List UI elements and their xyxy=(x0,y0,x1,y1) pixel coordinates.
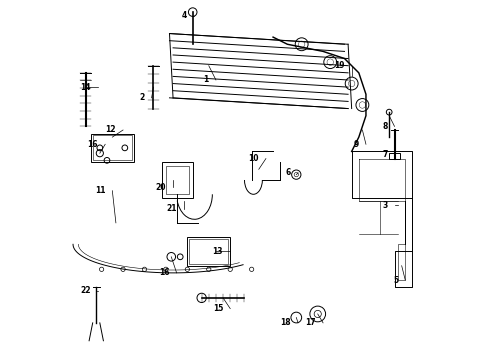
Bar xyxy=(93,135,132,160)
Bar xyxy=(187,237,230,266)
Text: 22: 22 xyxy=(80,286,91,295)
Text: 15: 15 xyxy=(212,304,223,313)
Text: 12: 12 xyxy=(105,126,116,135)
Text: 6: 6 xyxy=(285,168,290,177)
Text: 10: 10 xyxy=(248,154,258,163)
Text: 16: 16 xyxy=(159,268,169,277)
Circle shape xyxy=(309,306,325,322)
Text: 20: 20 xyxy=(155,183,165,192)
Text: 18: 18 xyxy=(280,318,290,327)
Text: 14: 14 xyxy=(80,83,91,92)
Text: 9: 9 xyxy=(353,140,358,149)
Text: 17: 17 xyxy=(305,318,315,327)
Text: 13: 13 xyxy=(212,247,223,256)
Circle shape xyxy=(290,312,301,323)
Bar xyxy=(91,134,134,162)
Text: 21: 21 xyxy=(166,204,176,213)
Text: 3: 3 xyxy=(381,201,386,210)
Text: 4: 4 xyxy=(182,11,187,20)
Bar xyxy=(189,239,228,264)
Text: 5: 5 xyxy=(392,275,397,284)
Bar xyxy=(162,162,192,198)
Text: 16: 16 xyxy=(87,140,98,149)
Text: 8: 8 xyxy=(381,122,386,131)
Text: 7: 7 xyxy=(381,150,386,159)
Circle shape xyxy=(291,170,300,179)
Text: 2: 2 xyxy=(139,93,144,102)
Text: 1: 1 xyxy=(203,76,208,85)
Bar xyxy=(388,153,399,158)
Text: 19: 19 xyxy=(333,61,344,70)
Circle shape xyxy=(188,8,197,17)
Text: 11: 11 xyxy=(95,186,105,195)
Bar xyxy=(165,166,189,194)
